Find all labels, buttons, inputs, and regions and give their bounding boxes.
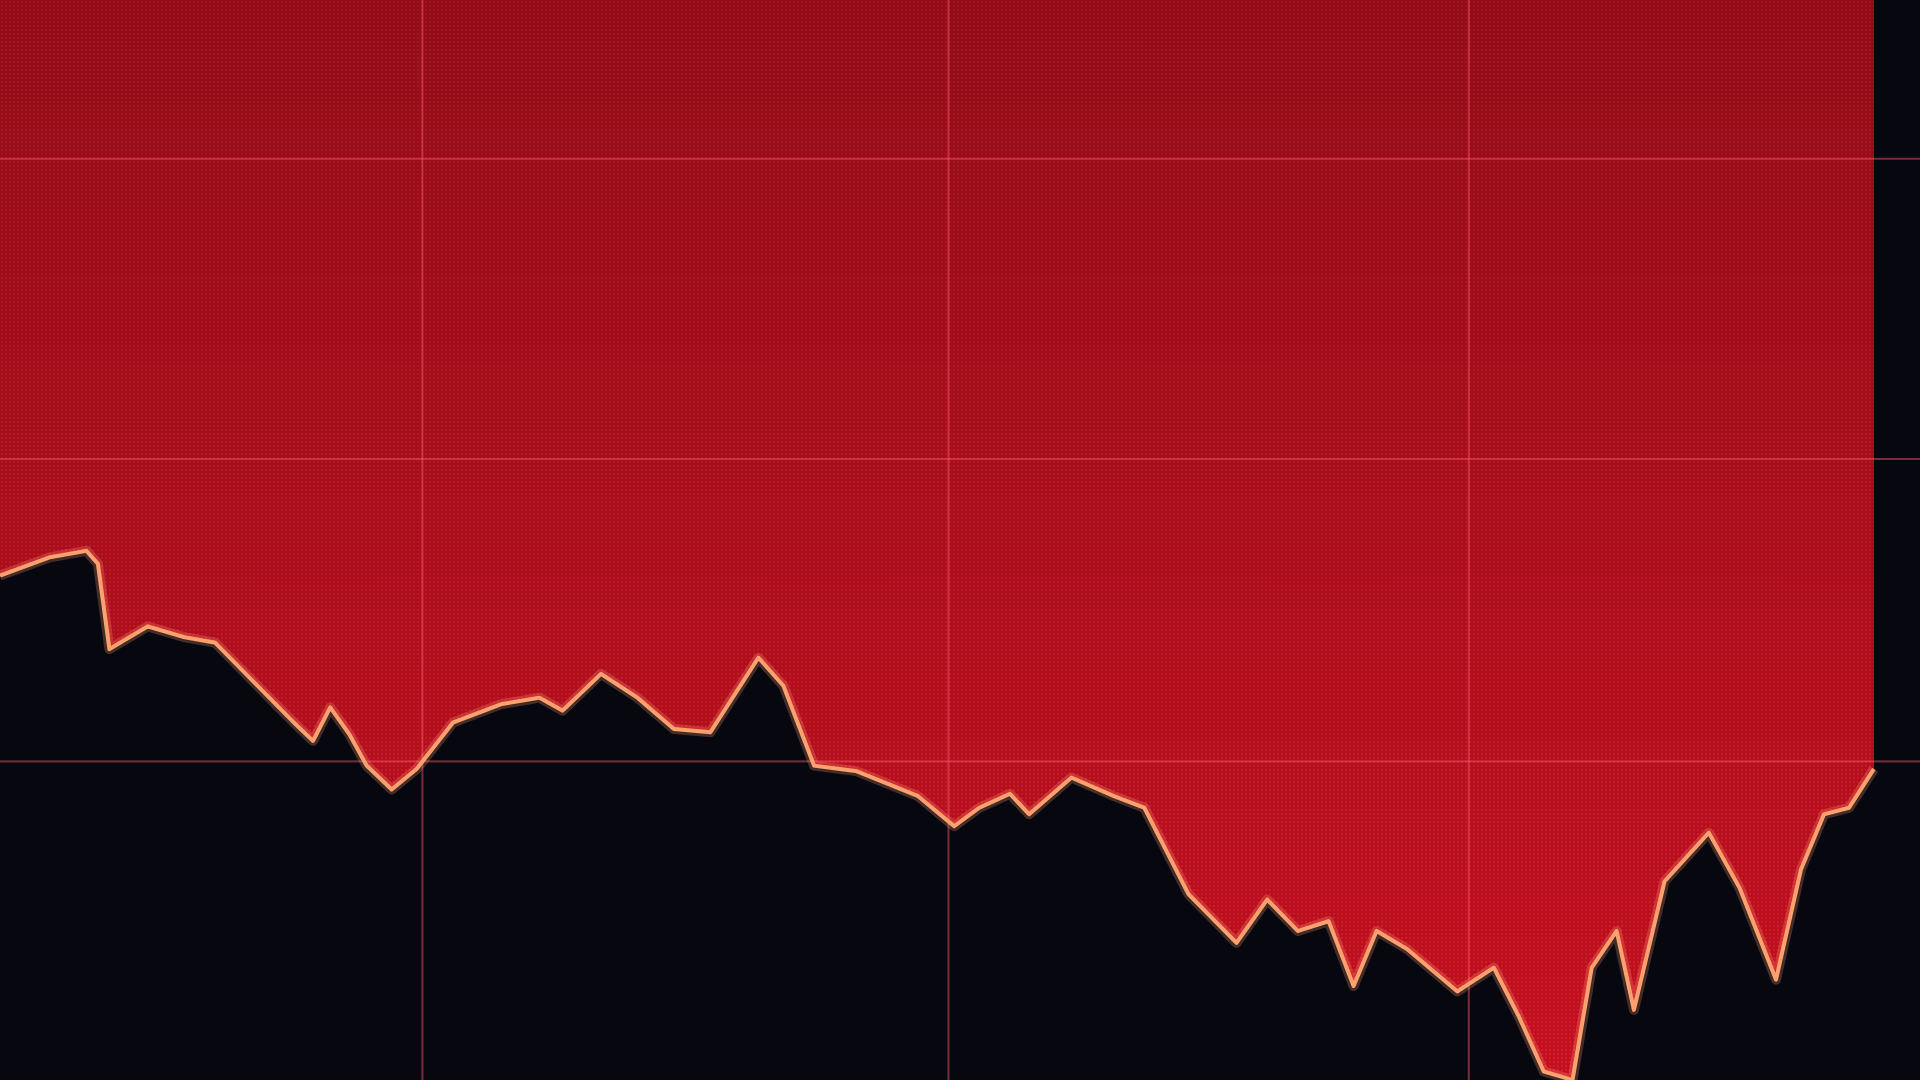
- area-shade: [0, 0, 1874, 1080]
- line: [0, 548, 1876, 1080]
